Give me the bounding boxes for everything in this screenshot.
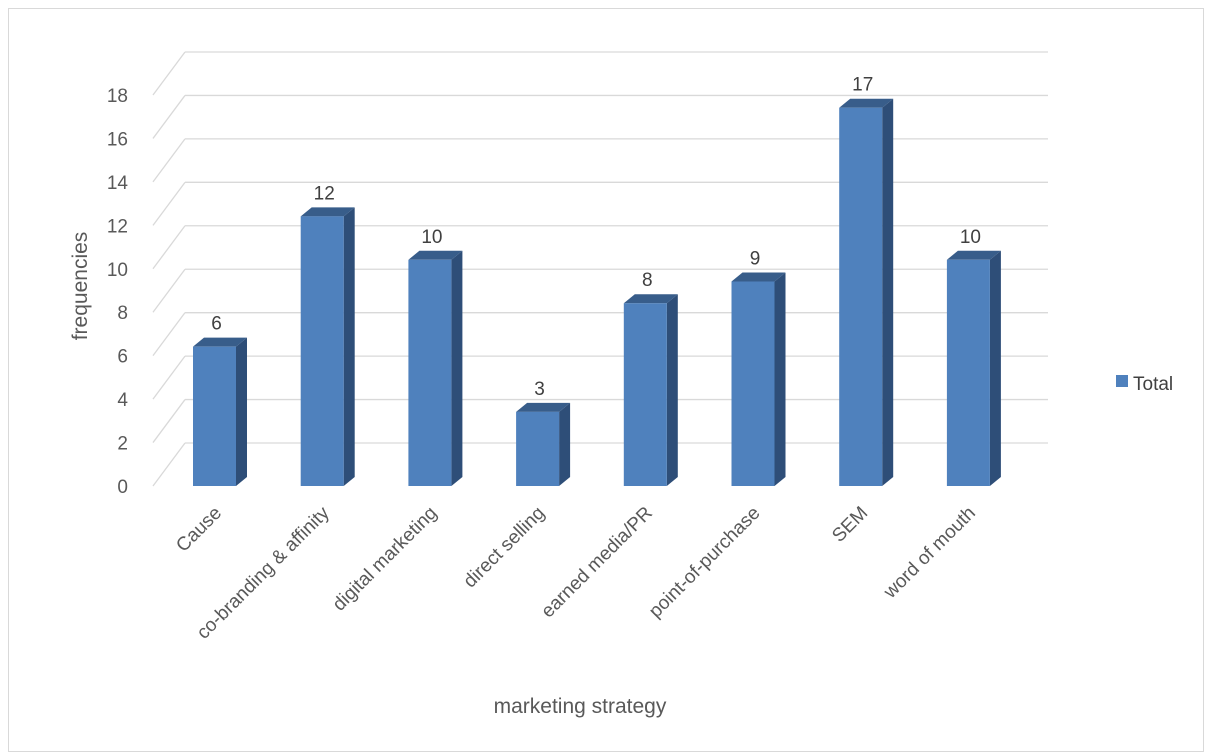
gridlines	[152, 51, 1048, 487]
gridline-diagonal	[152, 312, 186, 357]
gridline-diagonal	[152, 225, 186, 270]
legend: Total	[1116, 374, 1173, 395]
bar-front	[839, 107, 883, 486]
bar-side	[343, 207, 355, 487]
y-tick-label: 8	[117, 303, 128, 324]
data-label: 9	[750, 249, 761, 270]
bar-top	[731, 272, 786, 282]
bar-top	[300, 207, 355, 217]
bar-front	[300, 216, 344, 487]
bar-side	[882, 98, 894, 486]
bar-front	[193, 346, 236, 486]
data-labels: 6 12 10 3 8 9 17 10	[211, 75, 981, 400]
bars	[193, 98, 1001, 487]
bar	[300, 207, 355, 487]
bar-top	[408, 250, 463, 260]
data-label: 10	[960, 227, 981, 248]
gridline-diagonal	[152, 442, 186, 487]
bar-side	[451, 250, 463, 486]
data-label: 12	[314, 183, 335, 204]
bar-top	[516, 402, 571, 412]
bar	[516, 402, 571, 486]
y-tick-label: 6	[117, 347, 128, 368]
bar-side	[559, 402, 571, 486]
bar-side	[774, 272, 786, 486]
data-label: 10	[421, 227, 442, 248]
bar-front	[408, 259, 452, 486]
y-axis-tick-labels: 0 2 4 6 8 10 12 14 16 18	[107, 86, 129, 498]
bar	[408, 250, 463, 486]
y-tick-label: 12	[107, 216, 128, 237]
gridline-diagonal	[152, 138, 186, 183]
bar-top	[623, 294, 678, 304]
x-axis-title: marketing strategy	[494, 695, 667, 718]
x-tick-label: SEM	[828, 503, 872, 547]
y-tick-label: 0	[117, 477, 128, 498]
gridline-diagonal	[152, 355, 186, 400]
legend-label-total: Total	[1133, 374, 1173, 395]
gridline-diagonal	[152, 51, 186, 96]
gridline-diagonal	[152, 181, 186, 226]
bar-front	[623, 303, 667, 486]
y-tick-label: 2	[117, 434, 128, 455]
bar-front	[516, 411, 560, 486]
bar-front	[731, 281, 775, 486]
bar-top	[193, 337, 247, 347]
bar	[839, 98, 894, 486]
legend-swatch-total	[1116, 375, 1128, 387]
bar-top	[839, 98, 894, 108]
bar-side	[666, 294, 678, 486]
gridline-diagonal	[152, 399, 186, 443]
data-label: 6	[211, 314, 222, 335]
gridline-diagonal	[152, 268, 186, 313]
y-tick-label: 4	[117, 390, 128, 411]
bar-top	[946, 250, 1001, 260]
data-label: 17	[852, 75, 873, 96]
y-tick-label: 18	[107, 86, 128, 107]
x-tick-label: Cause	[172, 503, 226, 557]
x-tick-label: direct selling	[460, 503, 550, 593]
x-tick-label: earned media/PR	[537, 503, 656, 622]
y-tick-label: 16	[107, 129, 128, 150]
data-label: 8	[642, 270, 653, 291]
y-tick-label: 10	[107, 260, 128, 281]
bar-side	[236, 337, 247, 486]
y-tick-label: 14	[107, 173, 129, 194]
bar-front	[946, 259, 990, 486]
x-tick-label: word of mouth	[879, 503, 980, 604]
y-axis-title: frequencies	[69, 232, 92, 341]
bar	[946, 250, 1001, 486]
gridline-diagonal	[152, 95, 186, 139]
bar	[193, 337, 247, 486]
x-tick-label: digital marketing	[329, 503, 442, 616]
bar	[623, 294, 678, 486]
bar-side	[989, 250, 1001, 486]
bar	[731, 272, 786, 486]
data-label: 3	[534, 379, 545, 400]
x-tick-label: point-of-purchase	[645, 503, 764, 622]
